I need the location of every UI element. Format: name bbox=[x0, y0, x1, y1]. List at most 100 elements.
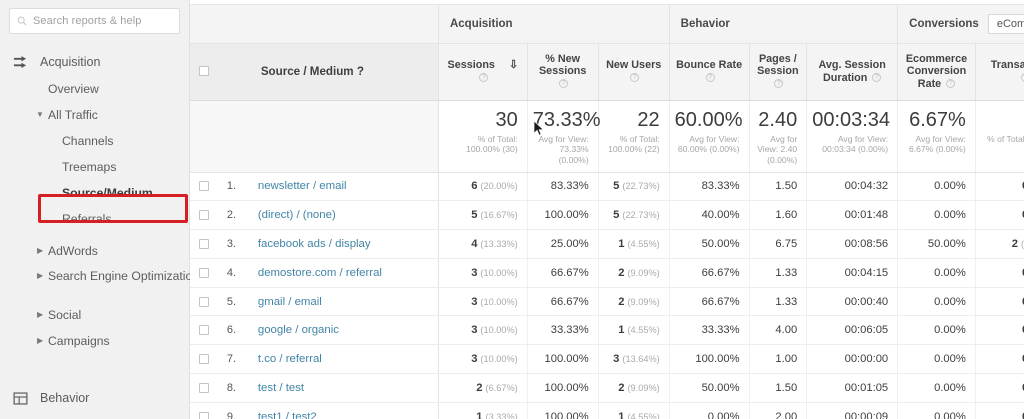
sidebar-item-adwords[interactable]: ▶ AdWords bbox=[0, 238, 189, 264]
row-checkbox-cell[interactable] bbox=[190, 373, 219, 403]
acquisition-arrows-icon bbox=[8, 55, 32, 70]
row-checkbox[interactable] bbox=[199, 181, 210, 192]
help-icon[interactable]: ? bbox=[946, 79, 956, 89]
table-row[interactable]: 1. newsletter / email 6 (20.00%) 83.33% 5 (22.… bbox=[190, 172, 1024, 202]
cell-value: 5 bbox=[613, 180, 620, 193]
column-header-label: Sessions bbox=[447, 59, 495, 71]
row-source-medium-link[interactable]: facebook ads / display bbox=[257, 237, 371, 250]
row-checkbox-cell[interactable] bbox=[190, 172, 219, 202]
row-source-medium[interactable]: (direct) / (none) bbox=[249, 200, 439, 231]
sidebar-item-source-medium[interactable]: Source/Medium bbox=[0, 180, 189, 206]
table-row[interactable]: 2. (direct) / (none) 5 (16.67%) 100.00% 5 (22.… bbox=[190, 200, 1024, 231]
help-icon[interactable]: ? bbox=[774, 79, 784, 89]
row-checkbox-cell[interactable] bbox=[190, 315, 219, 346]
row-checkbox[interactable] bbox=[199, 383, 210, 394]
table-row[interactable]: 5. gmail / email 3 (10.00%) 66.67% 2 (9.09%) 66… bbox=[190, 287, 1024, 317]
cell-new-users: 2 (9.09%) bbox=[598, 258, 670, 288]
table-row[interactable]: 4. demostore.com / referral 3 (10.00%) 66.67… bbox=[190, 258, 1024, 288]
column-header-avg-session-duration[interactable]: Avg. Session Duration ? bbox=[806, 43, 899, 101]
row-checkbox-cell[interactable] bbox=[190, 344, 219, 375]
sidebar-item-treemaps[interactable]: Treemaps bbox=[0, 154, 189, 180]
cell-value: 0 bbox=[1022, 209, 1024, 221]
table-row[interactable]: 7. t.co / referral 3 (10.00%) 100.00% 3 (13.64… bbox=[190, 344, 1024, 375]
row-source-medium-link[interactable]: test / test bbox=[257, 381, 305, 394]
row-source-medium-link[interactable]: test1 / test2 bbox=[257, 410, 317, 419]
cell-value: 0 bbox=[1022, 296, 1024, 308]
cell-new-users: 5 (22.73%) bbox=[598, 200, 670, 231]
row-checkbox-cell[interactable] bbox=[190, 402, 219, 419]
column-header-new-sessions-pct[interactable]: % New Sessions ? bbox=[527, 43, 599, 101]
row-source-medium[interactable]: demostore.com / referral bbox=[249, 258, 439, 288]
row-source-medium[interactable]: google / organic bbox=[249, 315, 439, 346]
row-checkbox[interactable] bbox=[199, 325, 210, 336]
column-header-transactions[interactable]: Transactions ? bbox=[975, 43, 1024, 101]
sidebar-item-overview[interactable]: Overview bbox=[0, 76, 189, 102]
column-header-new-users[interactable]: New Users ? bbox=[598, 43, 670, 101]
sidebar-item-search-engine-optimization[interactable]: ▶ Search Engine Optimization bbox=[0, 264, 199, 302]
cell-new-sessions-pct: 66.67% bbox=[527, 258, 599, 288]
sidebar-item-referrals[interactable]: Referrals bbox=[0, 206, 189, 232]
row-source-medium[interactable]: test / test bbox=[249, 373, 439, 403]
cell-percent: (13.33%) bbox=[480, 238, 518, 249]
conversions-select[interactable]: eCommerce ▼ bbox=[987, 13, 1024, 34]
sidebar-item-channels[interactable]: Channels bbox=[0, 128, 189, 154]
table-row[interactable]: 6. google / organic 3 (10.00%) 33.33% 1 (4.55%… bbox=[190, 315, 1024, 346]
cell-ecommerce-conversion-rate: 0.00% bbox=[897, 200, 976, 231]
row-source-medium[interactable]: newsletter / email bbox=[249, 172, 439, 202]
row-checkbox[interactable] bbox=[199, 239, 210, 250]
cell-transactions: 0(0.00%) bbox=[975, 344, 1024, 375]
cell-bounce-rate: 33.33% bbox=[669, 315, 750, 346]
help-icon[interactable]: ? bbox=[1020, 73, 1024, 83]
sidebar-item-social[interactable]: ▶ Social bbox=[0, 302, 189, 328]
row-checkbox-cell[interactable] bbox=[190, 258, 219, 288]
sidebar-item-label: Treemaps bbox=[62, 160, 117, 174]
sidebar-section-acquisition[interactable]: Acquisition bbox=[0, 48, 189, 76]
cell-percent: (16.67%) bbox=[480, 210, 518, 221]
row-source-medium[interactable]: test1 / test2 bbox=[249, 402, 439, 419]
cell-value: 0 bbox=[1022, 267, 1024, 279]
row-checkbox-cell[interactable] bbox=[190, 200, 219, 231]
select-all-checkbox-cell[interactable] bbox=[190, 43, 219, 101]
row-checkbox[interactable] bbox=[199, 210, 210, 221]
select-all-checkbox[interactable] bbox=[199, 66, 210, 77]
row-source-medium-link[interactable]: newsletter / email bbox=[257, 180, 347, 193]
row-source-medium-link[interactable]: demostore.com / referral bbox=[257, 266, 382, 279]
cell-percent: (10.00%) bbox=[480, 296, 518, 307]
row-source-medium-link[interactable]: google / organic bbox=[257, 324, 339, 337]
column-header-source-medium[interactable]: Source / Medium ? bbox=[218, 43, 439, 101]
row-source-medium[interactable]: gmail / email bbox=[249, 287, 439, 317]
row-source-medium[interactable]: t.co / referral bbox=[249, 344, 439, 375]
row-checkbox-cell[interactable] bbox=[190, 287, 219, 317]
row-source-medium-link[interactable]: gmail / email bbox=[257, 295, 322, 308]
row-source-medium[interactable]: facebook ads / display bbox=[249, 229, 439, 259]
column-header-pages-session[interactable]: Pages / Session ? bbox=[749, 43, 808, 101]
row-checkbox[interactable] bbox=[199, 296, 210, 307]
search-input[interactable]: Search reports & help bbox=[9, 8, 180, 34]
table-row[interactable]: 3. facebook ads / display 4 (13.33%) 25.00% 1… bbox=[190, 229, 1024, 259]
cell-transactions: 0(0.00%) bbox=[975, 315, 1024, 346]
sidebar-item-all-traffic[interactable]: ▼ All Traffic bbox=[0, 102, 189, 128]
sort-descending-icon[interactable]: ⇩ bbox=[508, 59, 519, 71]
row-checkbox[interactable] bbox=[199, 267, 210, 278]
help-icon[interactable]: ? bbox=[705, 73, 715, 83]
help-icon[interactable]: ? bbox=[356, 65, 364, 78]
row-source-medium-link[interactable]: t.co / referral bbox=[257, 353, 322, 366]
help-icon[interactable]: ? bbox=[872, 73, 882, 83]
row-checkbox[interactable] bbox=[199, 411, 210, 419]
sidebar-item-campaigns[interactable]: ▶ Campaigns bbox=[0, 328, 189, 354]
help-icon[interactable]: ? bbox=[479, 73, 489, 83]
row-index: 4. bbox=[218, 258, 250, 288]
sidebar-item-label: Search Engine Optimization bbox=[48, 269, 200, 283]
row-source-medium-link[interactable]: (direct) / (none) bbox=[257, 209, 336, 222]
row-checkbox[interactable] bbox=[199, 354, 210, 365]
table-row[interactable]: 9. test1 / test2 1 (3.33%) 100.00% 1 (4.55%) 0.… bbox=[190, 402, 1024, 419]
table-row[interactable]: 8. test / test 2 (6.67%) 100.00% 2 (9.09%) 50.0… bbox=[190, 373, 1024, 403]
column-header-sessions[interactable]: Sessions ⇩ ? bbox=[438, 43, 528, 101]
sidebar-section-behavior[interactable]: Behavior bbox=[0, 384, 189, 412]
column-header-ecommerce-conversion-rate[interactable]: Ecommerce Conversion Rate ? bbox=[897, 43, 976, 101]
cell-pages-session: 1.50 bbox=[749, 373, 808, 403]
help-icon[interactable]: ? bbox=[630, 73, 640, 83]
column-header-bounce-rate[interactable]: Bounce Rate ? bbox=[669, 43, 750, 101]
help-icon[interactable]: ? bbox=[559, 79, 569, 89]
row-checkbox-cell[interactable] bbox=[190, 229, 219, 259]
